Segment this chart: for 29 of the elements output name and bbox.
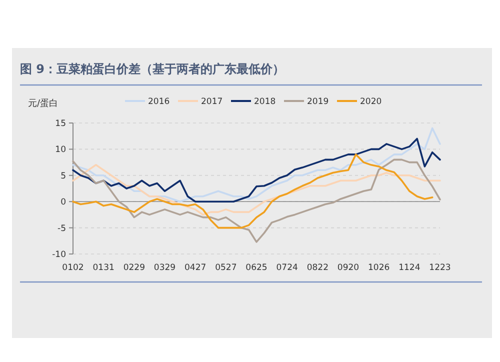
x-tick-label: 1124 — [398, 263, 420, 273]
line-series — [72, 158, 441, 243]
x-tick-label: 0329 — [154, 263, 176, 273]
x-tick-label: 0625 — [246, 263, 268, 273]
x-tick-label: 1223 — [429, 263, 451, 273]
y-tick-label: -10 — [52, 250, 66, 260]
x-tick-label: 0229 — [123, 263, 145, 273]
legend-label: 2020 — [360, 97, 382, 107]
x-tick-label: 0527 — [215, 263, 237, 273]
line-series — [72, 154, 434, 229]
legend-label: 2018 — [254, 97, 276, 107]
y-tick-label: 5 — [60, 171, 66, 182]
legend-label: 2019 — [307, 97, 329, 107]
line-series — [72, 164, 441, 216]
y-axis-title: 元/蛋白 — [28, 98, 58, 109]
x-tick-label: 0920 — [337, 263, 360, 273]
x-tick-label: 0131 — [92, 263, 114, 273]
x-tick-label: 0822 — [306, 263, 328, 273]
legend-label: 2016 — [148, 97, 170, 107]
x-tick-label: 0724 — [276, 263, 298, 273]
y-tick-label: 0 — [60, 198, 66, 208]
y-tick-label: 15 — [55, 119, 66, 129]
y-tick-label: -5 — [58, 224, 66, 234]
chart-title: 图 9：豆菜粕蛋白价差（基于两者的广东最低价） — [20, 62, 285, 76]
x-tick-label: 0102 — [62, 263, 84, 273]
x-tick-label: 0427 — [184, 263, 206, 273]
legend-label: 2017 — [201, 97, 223, 107]
x-tick-label: 1026 — [368, 263, 390, 273]
y-tick-label: 10 — [55, 145, 66, 156]
